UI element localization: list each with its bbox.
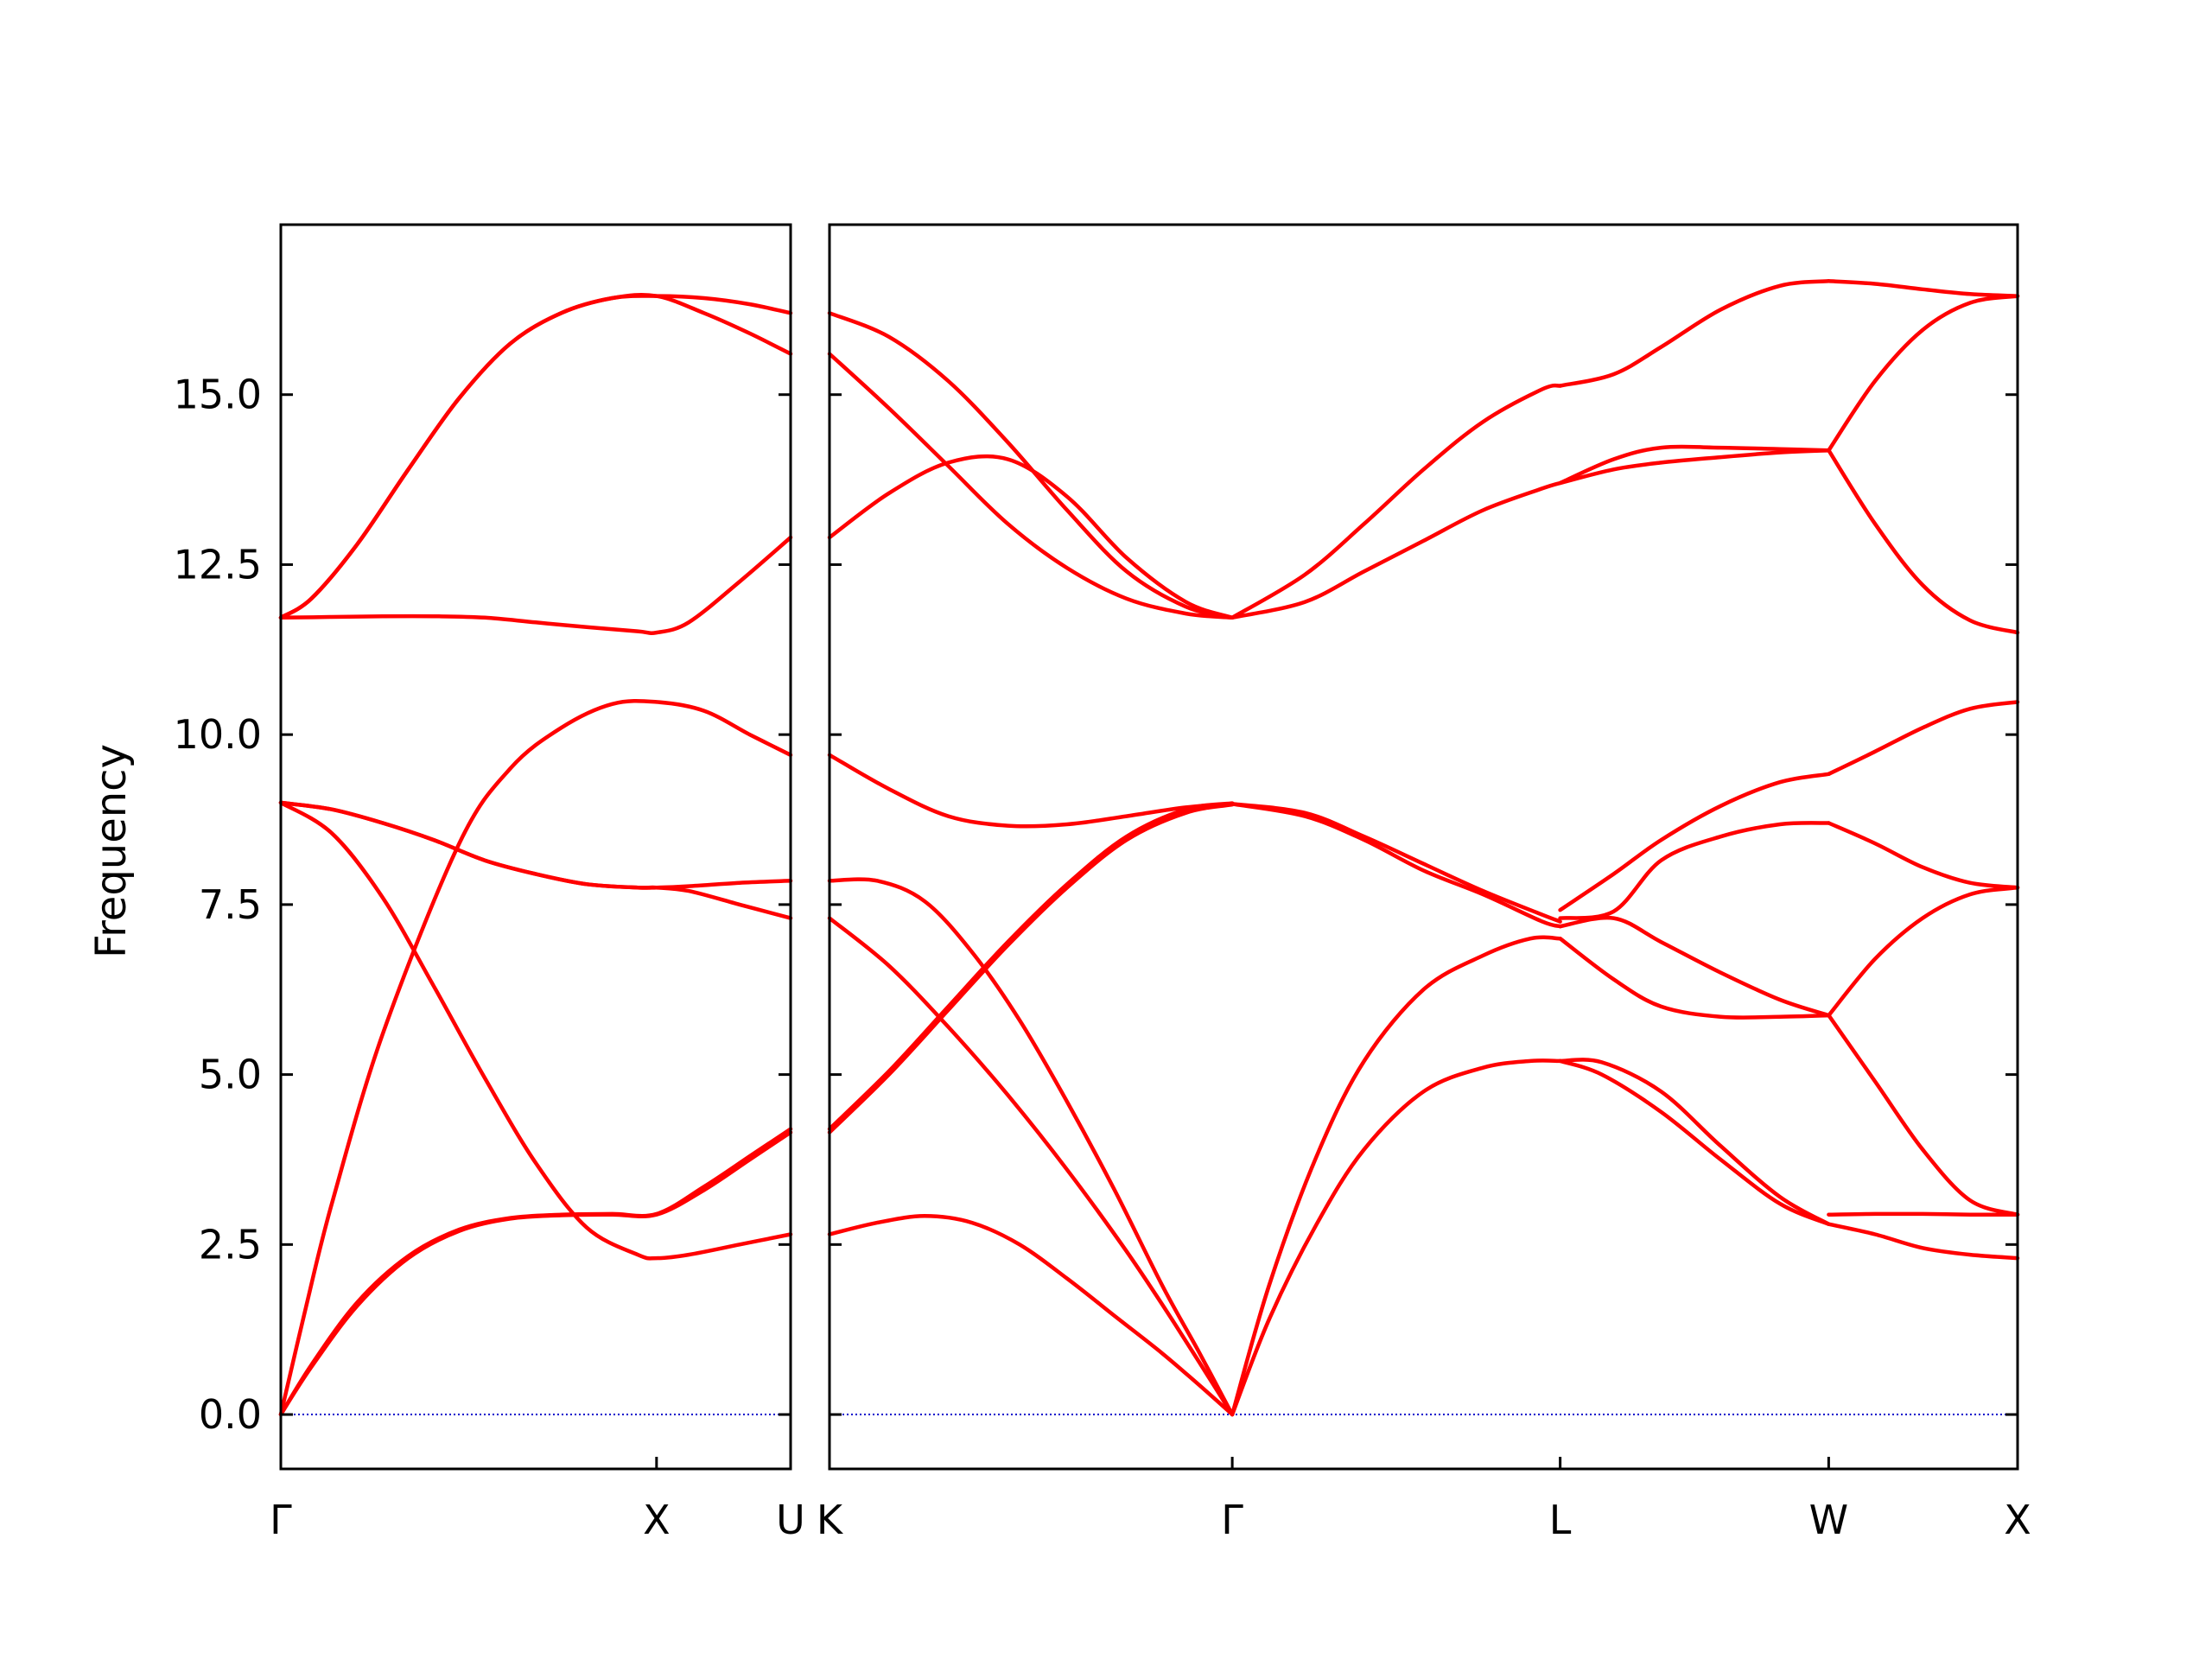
y-tick-label: 15.0 — [174, 372, 262, 418]
band-line-23 — [1558, 444, 1831, 486]
x-tick-label: X — [643, 1497, 671, 1543]
axes-frame — [279, 223, 792, 1471]
band-line-1 — [827, 1214, 1235, 1417]
band-line-15 — [1230, 383, 1562, 620]
y-tick-label: 10.0 — [174, 711, 262, 758]
band-line-3 — [278, 698, 793, 1417]
band-line-18 — [1558, 936, 1831, 1020]
band-line-27 — [1827, 1013, 2020, 1217]
band-line-33 — [1827, 279, 2020, 298]
band-line-24 — [1558, 279, 1831, 388]
y-tick-label: 12.5 — [174, 541, 262, 588]
x-tick-label: U — [776, 1497, 805, 1543]
y-tick-label: 7.5 — [199, 881, 262, 928]
band-line-4 — [827, 802, 1235, 1135]
y-tick-label: 0.0 — [199, 1391, 262, 1438]
band-line-16 — [1558, 1058, 1831, 1226]
band-line-21 — [1558, 772, 1831, 912]
band-line-10 — [1230, 1058, 1562, 1417]
band-line-14 — [1230, 480, 1562, 620]
band-line-11 — [1230, 935, 1562, 1417]
panel-1: 0.0 2.5 5.0 7.5 10.0 12.5 15.0 Γ X U — [174, 223, 805, 1543]
x-tick-label: K — [817, 1497, 844, 1543]
band-line-28 — [1827, 885, 2020, 1018]
x-tick-label: X — [2004, 1497, 2031, 1543]
band-line-31 — [1827, 448, 2020, 635]
band-line-6 — [827, 753, 1235, 829]
y-tick-label: 2.5 — [199, 1221, 262, 1268]
band-line-7 — [827, 454, 1235, 620]
x-tick-label: L — [1549, 1497, 1572, 1543]
axes-frame — [828, 223, 2019, 1471]
band-line-12 — [1230, 802, 1562, 924]
band-line-2 — [278, 1127, 793, 1417]
band-line-6 — [278, 800, 793, 920]
band-line-8 — [278, 292, 793, 620]
band-line-25 — [1827, 1222, 2020, 1261]
band-line-4 — [278, 800, 793, 1261]
band-line-22 — [1558, 448, 1831, 486]
x-tick-label: Γ — [270, 1497, 292, 1543]
band-line-7 — [278, 535, 793, 635]
band-line-30 — [1827, 700, 2020, 777]
band-line-8 — [827, 352, 1235, 620]
band-line-17 — [1558, 1058, 1831, 1226]
x-tick-label: W — [1809, 1497, 1848, 1543]
band-line-20 — [1558, 821, 1831, 920]
band-line-29 — [1827, 821, 2020, 890]
band-line-2 — [827, 916, 1235, 1417]
x-tick-label: Γ — [1221, 1497, 1243, 1543]
y-tick-label: 5.0 — [199, 1052, 262, 1098]
y-axis-label: Frequency — [87, 744, 136, 958]
band-line-32 — [1827, 294, 2020, 453]
band-line-9 — [278, 294, 793, 620]
band-line-3 — [827, 877, 1235, 1417]
band-line-9 — [827, 311, 1235, 620]
band-line-19 — [1558, 915, 1831, 1018]
band-line-13 — [1230, 802, 1562, 929]
band-line-1 — [278, 1130, 793, 1417]
band-line-5 — [827, 801, 1235, 1131]
band-line-26 — [1827, 1211, 2020, 1217]
